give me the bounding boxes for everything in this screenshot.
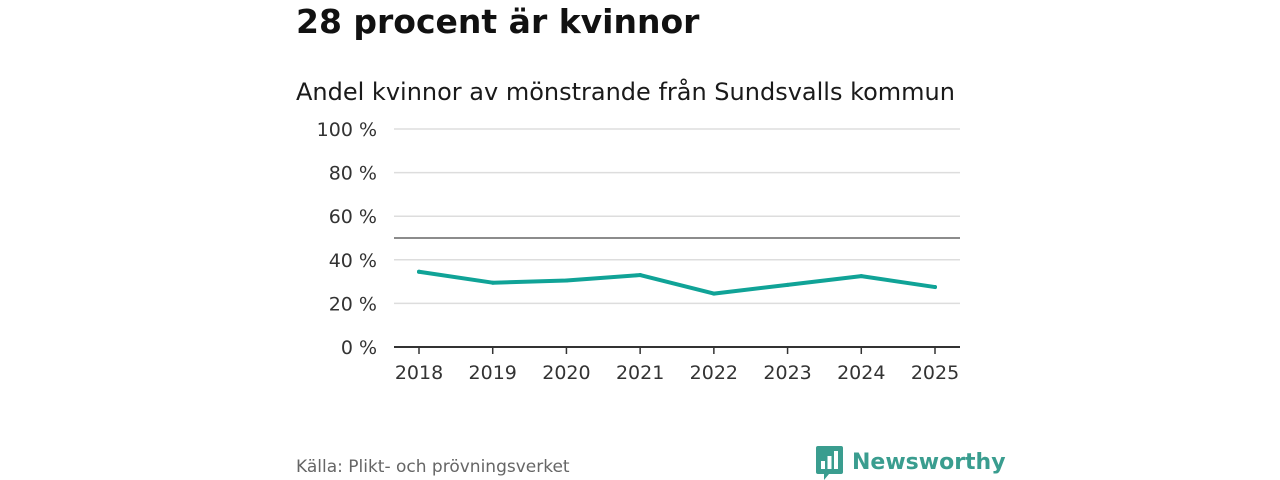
- series-line: [417, 269, 937, 296]
- y-tick-label: 40 %: [329, 250, 377, 272]
- source-note: Källa: Plikt- och prövningsverket: [296, 457, 570, 477]
- y-tick-label: 60 %: [329, 206, 377, 228]
- x-tick-label: 2022: [690, 362, 738, 384]
- chart-title: Andel kvinnor av mönstrande från Sundsva…: [296, 78, 955, 106]
- data-point: [785, 282, 790, 287]
- data-point: [417, 269, 421, 274]
- x-tick-label: 2020: [542, 362, 590, 384]
- x-tick-label: 2024: [837, 362, 885, 384]
- data-point: [564, 278, 569, 283]
- y-tick-label: 0 %: [341, 337, 377, 359]
- brand-logo: Newsworthy: [816, 446, 1006, 480]
- line-chart: 0 % 20 % 40 % 60 % 80 % 100 % 2018 2019 2020 2021…: [317, 119, 960, 384]
- x-tick-label: 2019: [469, 362, 517, 384]
- x-tick-label: 2025: [911, 362, 959, 384]
- brand-name: Newsworthy: [852, 450, 1006, 475]
- x-axis: [394, 346, 960, 354]
- y-tick-label: 20 %: [329, 293, 377, 315]
- x-tick-label: 2018: [395, 362, 443, 384]
- y-tick-label: 80 %: [329, 163, 377, 185]
- series-group: [417, 269, 937, 296]
- data-point: [490, 280, 495, 285]
- data-point: [711, 291, 716, 296]
- y-tick-label: 100 %: [317, 119, 377, 141]
- data-point: [933, 285, 937, 290]
- x-tick-label: 2021: [616, 362, 664, 384]
- newsworthy-logo-icon: [816, 446, 843, 480]
- data-point: [638, 273, 643, 278]
- x-tick-label: 2023: [763, 362, 811, 384]
- headline: 28 procent är kvinnor: [296, 2, 700, 41]
- tick-labels: 0 % 20 % 40 % 60 % 80 % 100 % 2018 2019 2020 2021…: [317, 119, 960, 384]
- gridlines: [394, 128, 960, 305]
- data-point: [859, 274, 864, 279]
